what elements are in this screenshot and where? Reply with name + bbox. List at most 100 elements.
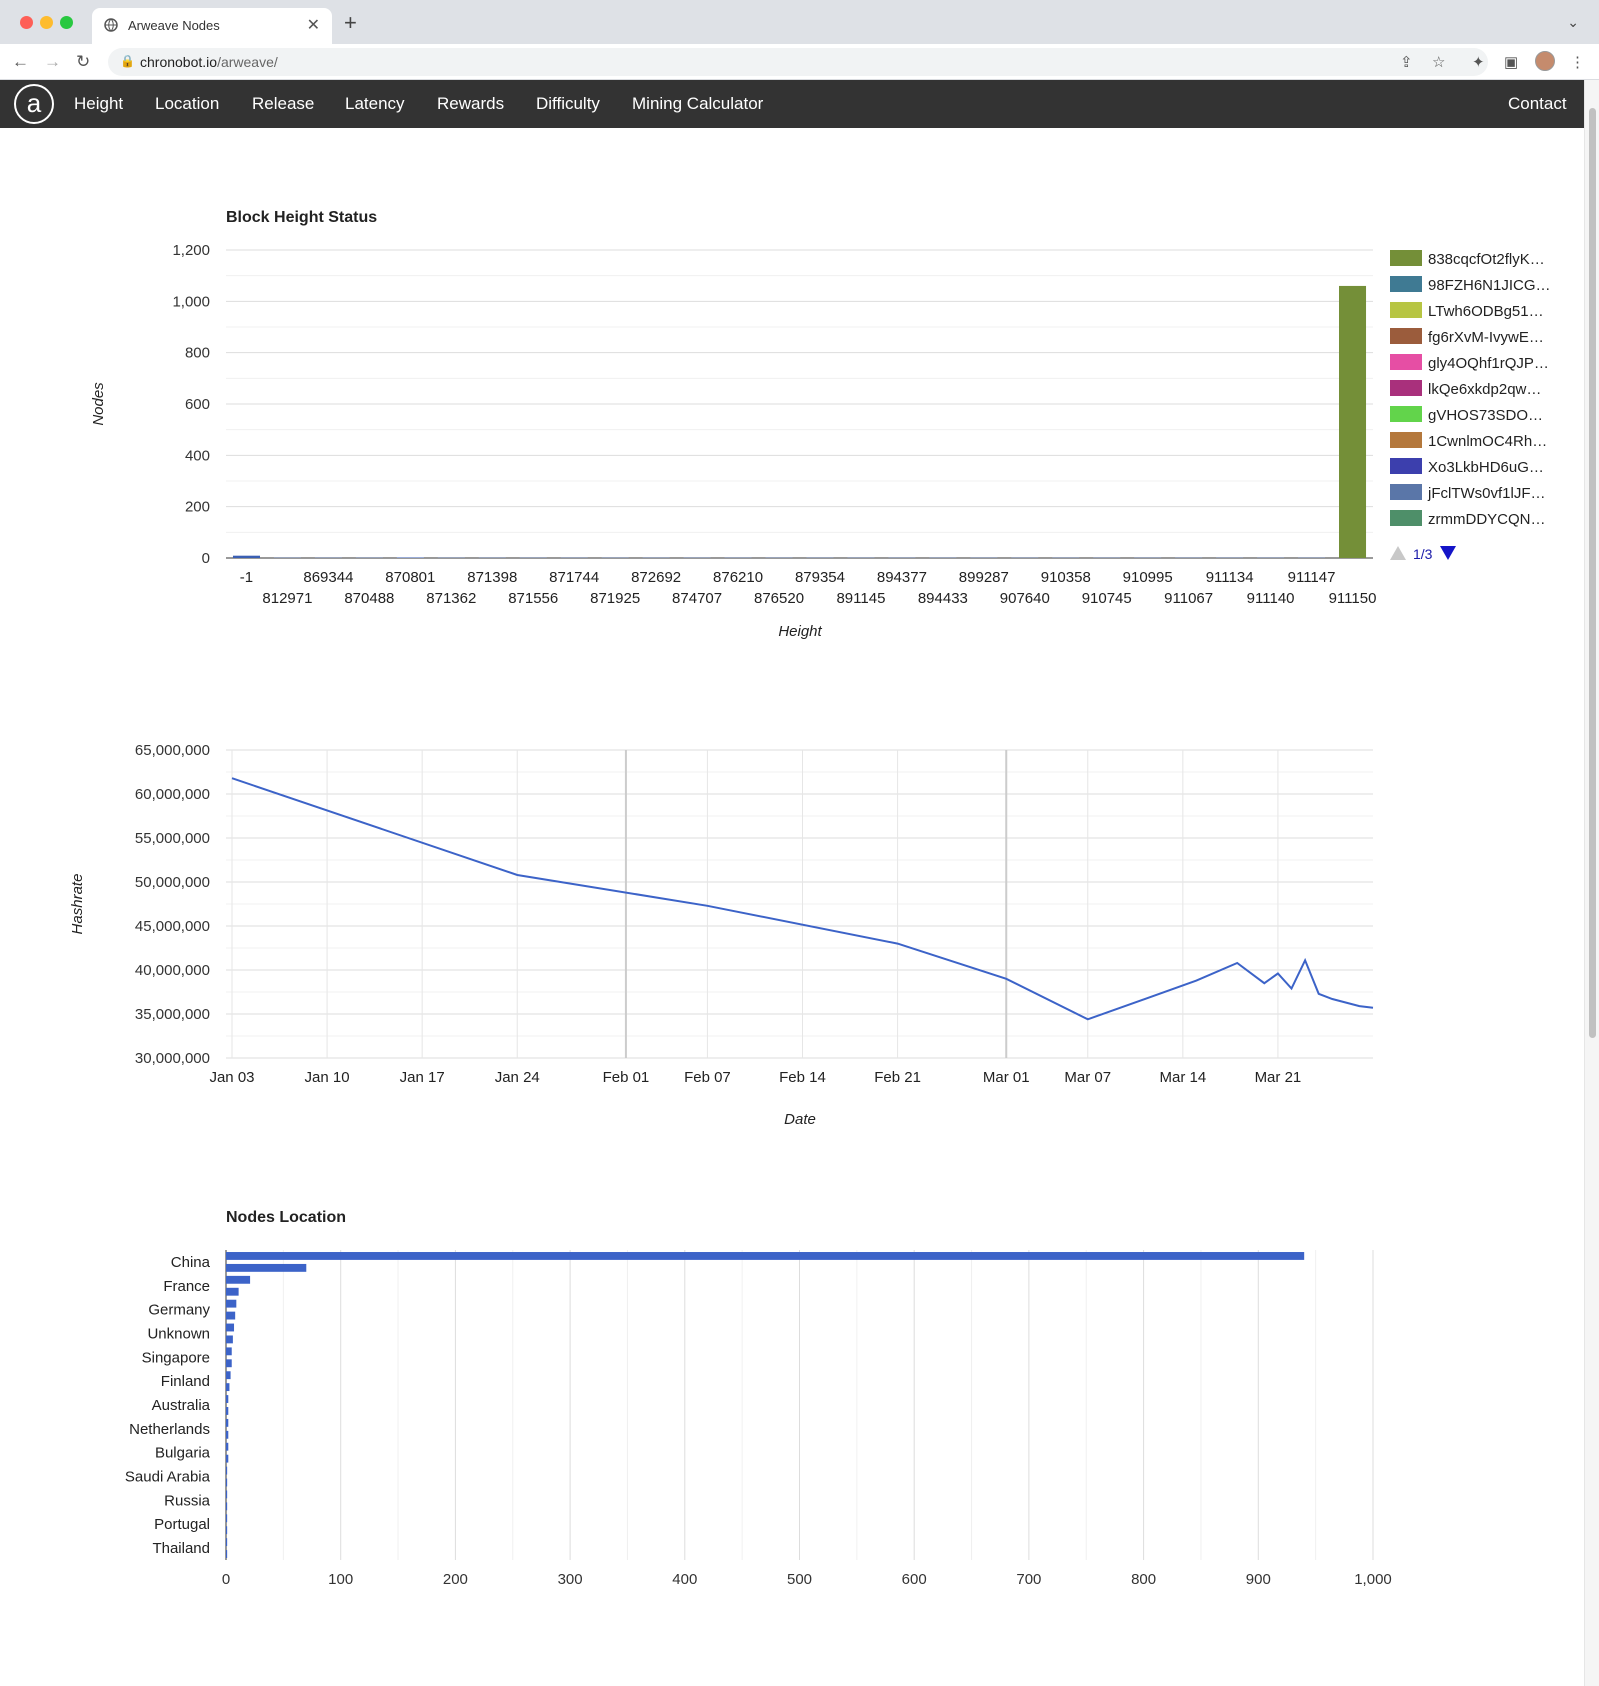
- chart1-bar: [1338, 285, 1367, 558]
- chart1-xtick: 869344: [303, 569, 353, 586]
- chart3-bar: [226, 1263, 307, 1272]
- chart3-bar: [226, 1538, 228, 1547]
- chart3-bar: [226, 1526, 228, 1535]
- nav-mining-calculator[interactable]: Mining Calculator: [632, 94, 764, 113]
- chart1-xlabel: Height: [778, 623, 822, 640]
- chart1-ytick: 200: [185, 499, 210, 516]
- nav-location[interactable]: Location: [155, 94, 220, 113]
- scroll-thumb[interactable]: [1589, 108, 1596, 1038]
- chart1-ytick: 0: [202, 550, 210, 567]
- chart2-xtick: Mar 07: [1064, 1069, 1111, 1086]
- chart1-legend-page: 1/3: [1413, 546, 1433, 562]
- reload-icon[interactable]: ↻: [76, 52, 91, 71]
- chart3-xtick: 100: [328, 1571, 353, 1588]
- chart1-xtick: 910358: [1041, 569, 1091, 586]
- chart2-xtick: Mar 14: [1159, 1069, 1206, 1086]
- legend-prev-arrow-icon[interactable]: [1390, 546, 1406, 560]
- profile-avatar[interactable]: [1535, 51, 1555, 71]
- chart1-legend-swatch: [1390, 250, 1422, 266]
- chart3-bar: [226, 1514, 228, 1523]
- chart1-legend-swatch: [1390, 276, 1422, 292]
- chart2-xlabel: Date: [784, 1111, 816, 1128]
- share-icon[interactable]: ⇪: [1400, 54, 1413, 71]
- address-bar: ← → ↻ 🔒 chronobot.io/arweave/ ⇪ ☆ ✦ ▣ ⋮: [0, 44, 1599, 80]
- chart1-legend-swatch: [1390, 406, 1422, 422]
- chart3-xtick: 600: [902, 1571, 927, 1588]
- back-icon[interactable]: ←: [12, 52, 29, 71]
- new-tab-icon[interactable]: +: [344, 10, 357, 35]
- bookmark-star-icon[interactable]: ☆: [1432, 54, 1446, 71]
- url-field[interactable]: 🔒 chronobot.io/arweave/ ⇪ ☆: [108, 48, 1488, 76]
- chart2-xtick: Jan 10: [305, 1069, 350, 1086]
- chart1-xtick: 891145: [836, 590, 885, 607]
- forward-icon[interactable]: →: [44, 52, 61, 71]
- chart3-ytick: Thailand: [152, 1540, 210, 1557]
- chart2-ytick: 35,000,000: [135, 1006, 210, 1023]
- chart1-legend-label: gVHOS73SDO…: [1428, 407, 1543, 424]
- chart1-legend-label: Xo3LkbHD6uG…: [1428, 459, 1544, 476]
- browser-tab[interactable]: Arweave Nodes ✕: [92, 8, 332, 44]
- chart1-xtick: 871362: [426, 590, 476, 607]
- chart1-legend-label: zrmmDDYCQN…: [1428, 511, 1546, 528]
- chart1-xtick: 899287: [959, 569, 1009, 586]
- chart1-legend-swatch: [1390, 458, 1422, 474]
- chart1-legend-label: 98FZH6N1JICG…: [1428, 277, 1551, 294]
- chart2-xtick: Feb 14: [779, 1069, 826, 1086]
- chart2-xtick: Feb 07: [684, 1069, 731, 1086]
- chart1-legend-label: gly4OQhf1rQJP…: [1428, 355, 1549, 372]
- chart3-bar: [226, 1490, 228, 1499]
- chart1-bar: [396, 557, 424, 558]
- nav-contact[interactable]: Contact: [1508, 94, 1567, 113]
- extensions-icon[interactable]: ✦: [1472, 54, 1485, 71]
- sidebar-icon[interactable]: ▣: [1504, 54, 1519, 71]
- chart2-ylabel: Hashrate: [69, 874, 86, 935]
- chart3-xtick: 900: [1246, 1571, 1271, 1588]
- chart3-ytick: Finland: [161, 1373, 210, 1390]
- maximize-window-button[interactable]: [60, 16, 73, 29]
- chart1-xtick: 870488: [344, 590, 394, 607]
- close-window-button[interactable]: [20, 16, 33, 29]
- nav-height[interactable]: Height: [74, 94, 124, 113]
- menu-kebab-icon[interactable]: ⋮: [1570, 54, 1585, 71]
- chart3-bar: [226, 1478, 228, 1487]
- chart2-xtick: Jan 24: [495, 1069, 540, 1086]
- chart1-xtick: 911134: [1206, 569, 1254, 586]
- chart1-ytick: 1,000: [172, 293, 210, 310]
- legend-next-arrow-icon[interactable]: [1440, 546, 1456, 560]
- chevron-down-icon[interactable]: ⌄: [1567, 14, 1579, 30]
- site-navbar: a Height Location Release Latency Reward…: [0, 80, 1584, 128]
- tab-title: Arweave Nodes: [128, 18, 220, 33]
- chart1-legend-label: LTwh6ODBg51…: [1428, 303, 1544, 320]
- minimize-window-button[interactable]: [40, 16, 53, 29]
- nav-release[interactable]: Release: [252, 94, 315, 113]
- chart3-ytick: Unknown: [147, 1325, 210, 1342]
- chart3-ytick: Portugal: [154, 1516, 210, 1533]
- chart3-bar: [226, 1311, 236, 1320]
- chart3-ytick: China: [171, 1254, 211, 1271]
- nav-difficulty[interactable]: Difficulty: [536, 94, 600, 113]
- chart3-bar: [226, 1335, 233, 1344]
- chart1-xtick: 812971: [262, 590, 312, 607]
- arweave-logo[interactable]: a: [14, 84, 54, 124]
- chart3-ytick: Russia: [164, 1492, 211, 1509]
- chart3-xtick: 0: [222, 1571, 230, 1588]
- chart1-xtick: 894377: [877, 569, 927, 586]
- chart1-xtick: 911140: [1247, 590, 1295, 607]
- nav-rewards[interactable]: Rewards: [437, 94, 505, 113]
- url-text: chronobot.io/arweave/: [140, 54, 278, 70]
- chart2-ytick: 55,000,000: [135, 830, 210, 847]
- close-tab-icon[interactable]: ✕: [306, 17, 320, 34]
- page-scrollbar[interactable]: [1584, 80, 1599, 1686]
- chart1-legend-swatch: [1390, 354, 1422, 370]
- nav-latency[interactable]: Latency: [345, 94, 405, 113]
- chart1-xtick: 907640: [1000, 590, 1050, 607]
- chart1-xtick: -1: [240, 569, 253, 586]
- chart3-ytick: Bulgaria: [155, 1445, 211, 1462]
- chart1-xtick: 894433: [918, 590, 968, 607]
- chart1-legend-swatch: [1390, 302, 1422, 318]
- chart1-legend-swatch: [1390, 328, 1422, 344]
- chart3-bar: [226, 1347, 232, 1356]
- chart2-ytick: 65,000,000: [135, 742, 210, 759]
